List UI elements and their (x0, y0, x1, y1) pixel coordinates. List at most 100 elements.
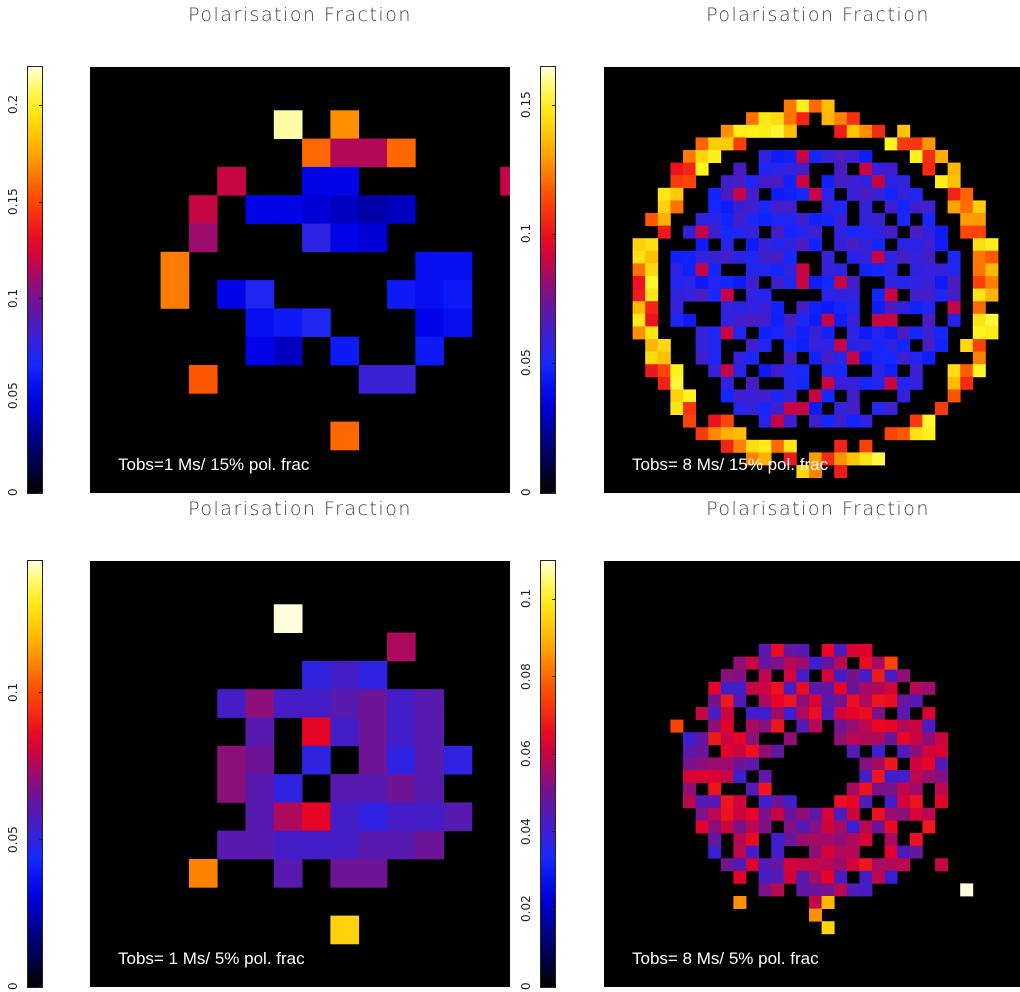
heatmap-cell (809, 313, 822, 327)
heatmap-cell (758, 452, 772, 466)
heatmap-cell (897, 744, 911, 758)
heatmap-cell (783, 694, 797, 708)
heatmap-cell (884, 757, 898, 771)
heatmap-cell (834, 213, 848, 226)
heatmap-cell (758, 694, 772, 708)
heatmap-cell (783, 807, 797, 821)
heatmap-cell (809, 883, 822, 897)
heatmap-cell (809, 213, 822, 226)
heatmap-cell (708, 150, 722, 163)
heatmap-cell (821, 845, 835, 859)
heatmap-cell (783, 124, 797, 138)
heatmap-cell (720, 807, 734, 821)
heatmap-cell (897, 858, 911, 872)
colorbar-tick-label: 0.1 (519, 224, 533, 244)
heatmap-cell (188, 195, 218, 224)
heatmap-cell (796, 99, 810, 113)
heatmap-cell (859, 782, 873, 796)
heatmap-cell (683, 250, 696, 264)
heatmap-cell (720, 213, 734, 226)
heatmap-cell (897, 845, 911, 859)
heatmap-cell (415, 830, 444, 860)
heatmap-cell (821, 200, 835, 214)
heatmap-cell (846, 845, 860, 859)
heatmap-cell (884, 326, 898, 340)
colorbar-tick-label: 0 (519, 982, 533, 990)
panel-2-heatmap-svg (632, 99, 999, 478)
heatmap-cell (758, 414, 772, 428)
heatmap-cell (783, 263, 797, 277)
heatmap-cell (859, 351, 873, 365)
heatmap-cell (821, 112, 835, 126)
heatmap-cell (783, 669, 797, 683)
heatmap-cell (670, 276, 684, 289)
panel-3-heatmap-svg (188, 604, 473, 945)
heatmap-cell (733, 187, 747, 201)
heatmap-cell (884, 858, 898, 872)
heatmap-cell (245, 745, 275, 775)
heatmap-cell (796, 656, 810, 670)
heatmap-cell (783, 732, 797, 746)
heatmap-cell (834, 465, 848, 478)
heatmap-cell (708, 845, 722, 859)
heatmap-cell (217, 774, 246, 803)
heatmap-cell (884, 833, 898, 846)
heatmap-cell (302, 689, 331, 718)
heatmap-cell (884, 807, 898, 821)
heatmap-cell (746, 263, 759, 277)
heatmap-cell (947, 313, 961, 327)
heatmap-cell (758, 238, 772, 252)
heatmap-cell (758, 883, 772, 897)
heatmap-cell (245, 802, 275, 832)
heatmap-cell (897, 782, 911, 796)
heatmap-cell (746, 389, 759, 403)
heatmap-cell (821, 707, 835, 720)
colorbar-tick-label: 0.15 (6, 188, 20, 216)
heatmap-cell (960, 376, 974, 390)
heatmap-cell (796, 681, 810, 695)
heatmap-cell (872, 757, 885, 771)
heatmap-cell (922, 150, 936, 163)
heatmap-cell (160, 251, 190, 281)
heatmap-cell (387, 280, 416, 309)
heatmap-cell (884, 402, 898, 415)
heatmap-cell (884, 376, 898, 390)
heatmap-cell (884, 313, 898, 327)
heatmap-cell (821, 301, 835, 315)
heatmap-cell (302, 745, 331, 775)
heatmap-cell (758, 782, 772, 796)
colorbar-tick-label: 0.1 (519, 589, 533, 609)
heatmap-cell (245, 195, 275, 224)
heatmap-cell (746, 707, 759, 720)
heatmap-cell (771, 719, 785, 733)
heatmap-cell (358, 830, 388, 860)
heatmap-cell (443, 308, 473, 338)
heatmap-cell (708, 694, 722, 708)
heatmap-cell (872, 858, 885, 872)
heatmap-cell (809, 681, 822, 695)
heatmap-cell (821, 364, 835, 378)
heatmap-cell (872, 402, 885, 415)
heatmap-cell (358, 802, 388, 832)
heatmap-cell (872, 175, 885, 189)
heatmap-cell (645, 364, 659, 378)
heatmap-cell (217, 830, 246, 860)
heatmap-cell (771, 402, 785, 415)
heatmap-cell (771, 150, 785, 163)
heatmap-cell (758, 807, 772, 821)
heatmap-cell (884, 175, 898, 189)
heatmap-cell (415, 689, 444, 718)
heatmap-cell (909, 250, 923, 264)
heatmap-cell (834, 276, 848, 289)
heatmap-cell (859, 150, 873, 163)
heatmap-cell (783, 326, 797, 340)
panel-1-heatmap-svg (160, 110, 510, 451)
heatmap-cell (897, 339, 911, 352)
heatmap-cell (922, 162, 936, 176)
heatmap-cell (872, 225, 885, 239)
heatmap-cell (972, 263, 986, 277)
heatmap-cell (872, 669, 885, 683)
heatmap-cell (809, 833, 822, 846)
heatmap-cell (683, 770, 696, 783)
heatmap-cell (746, 656, 759, 670)
